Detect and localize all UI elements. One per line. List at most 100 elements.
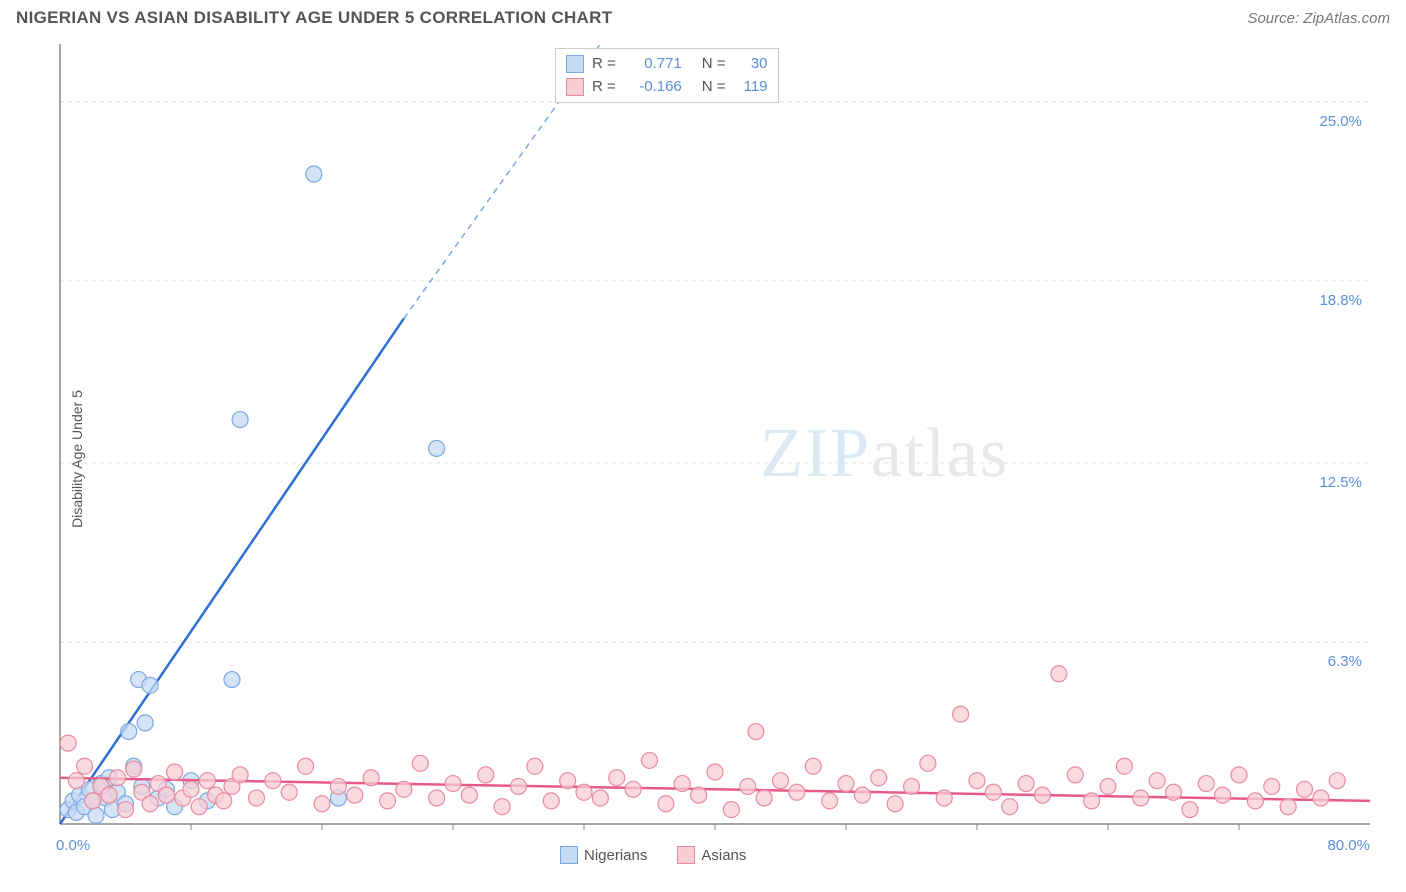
data-point — [461, 787, 477, 803]
data-point — [642, 752, 658, 768]
data-point — [543, 793, 559, 809]
stats-swatch — [566, 55, 584, 73]
r-label: R = — [592, 53, 616, 76]
data-point — [183, 781, 199, 797]
scatter-plot-svg: 6.3%12.5%18.8%25.0%0.0%80.0% — [0, 34, 1406, 884]
data-point — [1198, 776, 1214, 792]
data-point — [232, 412, 248, 428]
data-point — [347, 787, 363, 803]
data-point — [265, 773, 281, 789]
data-point — [822, 793, 838, 809]
data-point — [658, 796, 674, 812]
data-point — [1297, 781, 1313, 797]
data-point — [1035, 787, 1051, 803]
data-point — [1280, 799, 1296, 815]
stats-swatch — [566, 78, 584, 96]
data-point — [1215, 787, 1231, 803]
data-point — [88, 807, 104, 823]
data-point — [723, 802, 739, 818]
data-point — [1166, 784, 1182, 800]
data-point — [854, 787, 870, 803]
data-point — [1182, 802, 1198, 818]
y-tick-label: 12.5% — [1319, 474, 1362, 491]
data-point — [1247, 793, 1263, 809]
data-point — [1116, 758, 1132, 774]
chart-header: NIGERIAN VS ASIAN DISABILITY AGE UNDER 5… — [0, 0, 1406, 34]
data-point — [494, 799, 510, 815]
data-point — [85, 793, 101, 809]
data-point — [625, 781, 641, 797]
data-point — [60, 735, 76, 751]
data-point — [576, 784, 592, 800]
data-point — [77, 758, 93, 774]
data-point — [904, 778, 920, 794]
data-point — [1002, 799, 1018, 815]
x-max-label: 80.0% — [1327, 837, 1370, 854]
data-point — [592, 790, 608, 806]
y-tick-label: 25.0% — [1319, 113, 1362, 130]
data-point — [756, 790, 772, 806]
data-point — [1264, 778, 1280, 794]
data-point — [330, 778, 346, 794]
data-point — [887, 796, 903, 812]
data-point — [306, 166, 322, 182]
stats-row: R =-0.166N =119 — [566, 76, 768, 99]
data-point — [126, 761, 142, 777]
data-point — [740, 778, 756, 794]
data-point — [137, 715, 153, 731]
data-point — [691, 787, 707, 803]
data-point — [121, 724, 137, 740]
data-point — [1067, 767, 1083, 783]
data-point — [674, 776, 690, 792]
data-point — [298, 758, 314, 774]
data-point — [1084, 793, 1100, 809]
data-point — [101, 787, 117, 803]
r-value: 0.771 — [624, 53, 682, 76]
data-point — [314, 796, 330, 812]
data-point — [412, 755, 428, 771]
legend-item: Nigerians — [560, 846, 647, 864]
legend-label: Asians — [701, 847, 746, 864]
data-point — [118, 802, 134, 818]
data-point — [1313, 790, 1329, 806]
series-legend: Nigerians Asians — [560, 846, 746, 864]
data-point — [920, 755, 936, 771]
data-point — [1149, 773, 1165, 789]
legend-swatch — [560, 846, 578, 864]
data-point — [871, 770, 887, 786]
data-point — [1329, 773, 1345, 789]
data-point — [511, 778, 527, 794]
data-point — [158, 787, 174, 803]
data-point — [1231, 767, 1247, 783]
data-point — [109, 770, 125, 786]
data-point — [1018, 776, 1034, 792]
data-point — [953, 706, 969, 722]
n-value: 30 — [734, 53, 768, 76]
data-point — [199, 773, 215, 789]
data-point — [232, 767, 248, 783]
legend-label: Nigerians — [584, 847, 647, 864]
data-point — [191, 799, 207, 815]
legend-swatch — [677, 846, 695, 864]
correlation-stats-box: R =0.771N =30R =-0.166N =119 — [555, 48, 779, 103]
data-point — [969, 773, 985, 789]
r-label: R = — [592, 76, 616, 99]
data-point — [363, 770, 379, 786]
data-point — [560, 773, 576, 789]
r-value: -0.166 — [624, 76, 682, 99]
data-point — [527, 758, 543, 774]
data-point — [1051, 666, 1067, 682]
trend-line — [60, 318, 404, 824]
legend-item: Asians — [677, 846, 746, 864]
data-point — [748, 724, 764, 740]
data-point — [1100, 778, 1116, 794]
data-point — [396, 781, 412, 797]
data-point — [985, 784, 1001, 800]
x-origin-label: 0.0% — [56, 837, 90, 854]
data-point — [773, 773, 789, 789]
data-point — [167, 764, 183, 780]
data-point — [281, 784, 297, 800]
data-point — [429, 790, 445, 806]
data-point — [380, 793, 396, 809]
data-point — [142, 796, 158, 812]
